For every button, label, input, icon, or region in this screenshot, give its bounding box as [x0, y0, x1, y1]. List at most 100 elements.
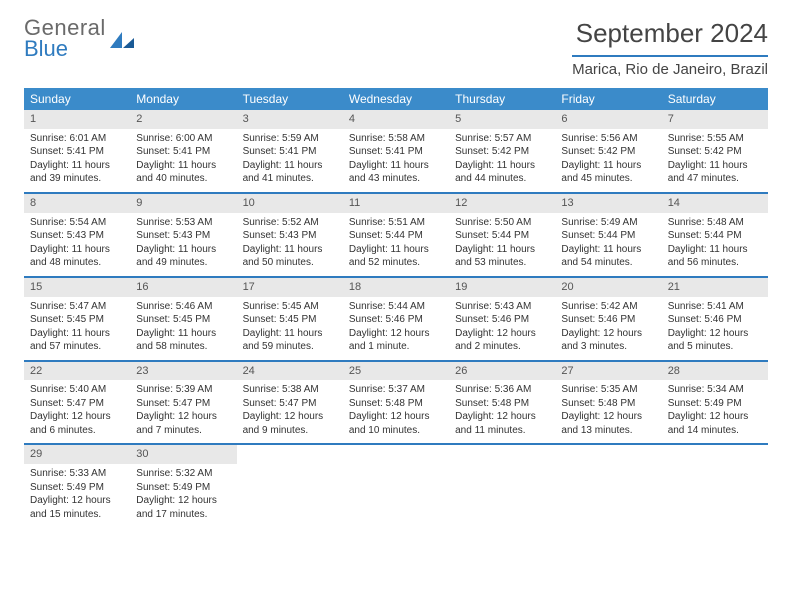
day-body: Sunrise: 5:38 AMSunset: 5:47 PMDaylight:… — [237, 383, 343, 437]
daylight-text: Daylight: 11 hours — [455, 159, 551, 173]
day-cell: 6Sunrise: 5:56 AMSunset: 5:42 PMDaylight… — [555, 110, 661, 192]
sunset-text: Sunset: 5:47 PM — [243, 397, 339, 411]
sunrise-text: Sunrise: 5:47 AM — [30, 300, 126, 314]
day-cell: 21Sunrise: 5:41 AMSunset: 5:46 PMDayligh… — [662, 278, 768, 360]
daylight-text: Daylight: 11 hours — [243, 327, 339, 341]
sunset-text: Sunset: 5:45 PM — [30, 313, 126, 327]
weekday: Saturday — [662, 88, 768, 110]
daylight-text: Daylight: 11 hours — [668, 243, 764, 257]
day-body: Sunrise: 5:35 AMSunset: 5:48 PMDaylight:… — [555, 383, 661, 437]
sunset-text: Sunset: 5:41 PM — [243, 145, 339, 159]
day-number: 17 — [237, 278, 343, 297]
sunrise-text: Sunrise: 5:32 AM — [136, 467, 232, 481]
daylight-text: Daylight: 12 hours — [349, 410, 445, 424]
day-cell: 11Sunrise: 5:51 AMSunset: 5:44 PMDayligh… — [343, 194, 449, 276]
day-number: 5 — [449, 110, 555, 129]
sunset-text: Sunset: 5:43 PM — [30, 229, 126, 243]
sunset-text: Sunset: 5:45 PM — [136, 313, 232, 327]
day-number: 1 — [24, 110, 130, 129]
day-cell: 29Sunrise: 5:33 AMSunset: 5:49 PMDayligh… — [24, 445, 130, 527]
sunset-text: Sunset: 5:45 PM — [243, 313, 339, 327]
week-row: 22Sunrise: 5:40 AMSunset: 5:47 PMDayligh… — [24, 362, 768, 446]
sunrise-text: Sunrise: 5:45 AM — [243, 300, 339, 314]
day-cell: 19Sunrise: 5:43 AMSunset: 5:46 PMDayligh… — [449, 278, 555, 360]
daylight-text-2: and 6 minutes. — [30, 424, 126, 438]
day-number: 12 — [449, 194, 555, 213]
sunrise-text: Sunrise: 5:37 AM — [349, 383, 445, 397]
daylight-text-2: and 53 minutes. — [455, 256, 551, 270]
daylight-text-2: and 13 minutes. — [561, 424, 657, 438]
day-cell: 7 Sunrise: 5:55 AMSunset: 5:42 PMDaylight… — [662, 110, 768, 192]
day-cell: 15Sunrise: 5:47 AMSunset: 5:45 PMDayligh… — [24, 278, 130, 360]
sunrise-text: Sunrise: 5:55 AM — [668, 132, 764, 146]
daylight-text: Daylight: 11 hours — [561, 159, 657, 173]
day-number: 2 — [130, 110, 236, 129]
daylight-text: Daylight: 12 hours — [668, 327, 764, 341]
daylight-text-2: and 1 minute. — [349, 340, 445, 354]
day-cell — [555, 445, 661, 527]
day-cell: 17 Sunrise: 5:45 AMSunset: 5:45 PMDayligh… — [237, 278, 343, 360]
daylight-text-2: and 57 minutes. — [30, 340, 126, 354]
daylight-text-2: and 50 minutes. — [243, 256, 339, 270]
day-cell: 24Sunrise: 5:38 AMSunset: 5:47 PMDayligh… — [237, 362, 343, 444]
daylight-text-2: and 41 minutes. — [243, 172, 339, 186]
day-body: Sunrise: 5:52 AMSunset: 5:43 PMDaylight:… — [237, 216, 343, 270]
day-body: Sunrise: 5:58 AMSunset: 5:41 PMDaylight:… — [343, 132, 449, 186]
sunset-text: Sunset: 5:47 PM — [136, 397, 232, 411]
sunset-text: Sunset: 5:41 PM — [349, 145, 445, 159]
day-body: Sunrise: 5:49 AMSunset: 5:44 PMDaylight:… — [555, 216, 661, 270]
sunset-text: Sunset: 5:43 PM — [136, 229, 232, 243]
day-cell: 13Sunrise: 5:49 AMSunset: 5:44 PMDayligh… — [555, 194, 661, 276]
sunset-text: Sunset: 5:47 PM — [30, 397, 126, 411]
page-title: September 2024 — [572, 18, 768, 49]
sunset-text: Sunset: 5:49 PM — [30, 481, 126, 495]
weekday: Tuesday — [237, 88, 343, 110]
daylight-text: Daylight: 12 hours — [668, 410, 764, 424]
day-number: 15 — [24, 278, 130, 297]
sunset-text: Sunset: 5:46 PM — [668, 313, 764, 327]
sunset-text: Sunset: 5:44 PM — [668, 229, 764, 243]
daylight-text: Daylight: 12 hours — [136, 410, 232, 424]
day-body: Sunrise: 5:56 AMSunset: 5:42 PMDaylight:… — [555, 132, 661, 186]
sunset-text: Sunset: 5:43 PM — [243, 229, 339, 243]
sunset-text: Sunset: 5:42 PM — [668, 145, 764, 159]
day-number: 7 — [662, 110, 768, 129]
day-number: 27 — [555, 362, 661, 381]
location: Marica, Rio de Janeiro, Brazil — [572, 55, 768, 78]
daylight-text-2: and 52 minutes. — [349, 256, 445, 270]
daylight-text-2: and 49 minutes. — [136, 256, 232, 270]
day-number: 21 — [662, 278, 768, 297]
day-cell: 20Sunrise: 5:42 AMSunset: 5:46 PMDayligh… — [555, 278, 661, 360]
weekday: Friday — [555, 88, 661, 110]
week-row: 29Sunrise: 5:33 AMSunset: 5:49 PMDayligh… — [24, 445, 768, 527]
day-number: 23 — [130, 362, 236, 381]
day-cell: 16Sunrise: 5:46 AMSunset: 5:45 PMDayligh… — [130, 278, 236, 360]
day-body: Sunrise: 5:59 AMSunset: 5:41 PMDaylight:… — [237, 132, 343, 186]
day-cell: 10 Sunrise: 5:52 AMSunset: 5:43 PMDayligh… — [237, 194, 343, 276]
daylight-text-2: and 5 minutes. — [668, 340, 764, 354]
daylight-text-2: and 44 minutes. — [455, 172, 551, 186]
sunrise-text: Sunrise: 5:39 AM — [136, 383, 232, 397]
sunrise-text: Sunrise: 5:34 AM — [668, 383, 764, 397]
day-cell: 26Sunrise: 5:36 AMSunset: 5:48 PMDayligh… — [449, 362, 555, 444]
day-cell: 28Sunrise: 5:34 AMSunset: 5:49 PMDayligh… — [662, 362, 768, 444]
daylight-text: Daylight: 11 hours — [561, 243, 657, 257]
sunset-text: Sunset: 5:48 PM — [349, 397, 445, 411]
daylight-text: Daylight: 12 hours — [349, 327, 445, 341]
daylight-text-2: and 11 minutes. — [455, 424, 551, 438]
sunrise-text: Sunrise: 5:52 AM — [243, 216, 339, 230]
daylight-text: Daylight: 12 hours — [455, 327, 551, 341]
daylight-text-2: and 7 minutes. — [136, 424, 232, 438]
sunrise-text: Sunrise: 5:35 AM — [561, 383, 657, 397]
day-cell: 22Sunrise: 5:40 AMSunset: 5:47 PMDayligh… — [24, 362, 130, 444]
day-body: Sunrise: 6:00 AMSunset: 5:41 PMDaylight:… — [130, 132, 236, 186]
sail-icon — [108, 30, 136, 50]
sunset-text: Sunset: 5:44 PM — [349, 229, 445, 243]
sunrise-text: Sunrise: 5:46 AM — [136, 300, 232, 314]
day-number: 30 — [130, 445, 236, 464]
day-body: Sunrise: 5:53 AMSunset: 5:43 PMDaylight:… — [130, 216, 236, 270]
day-number: 10 — [237, 194, 343, 213]
sunrise-text: Sunrise: 5:38 AM — [243, 383, 339, 397]
day-body: Sunrise: 5:36 AMSunset: 5:48 PMDaylight:… — [449, 383, 555, 437]
day-body: Sunrise: 5:55 AMSunset: 5:42 PMDaylight:… — [662, 132, 768, 186]
